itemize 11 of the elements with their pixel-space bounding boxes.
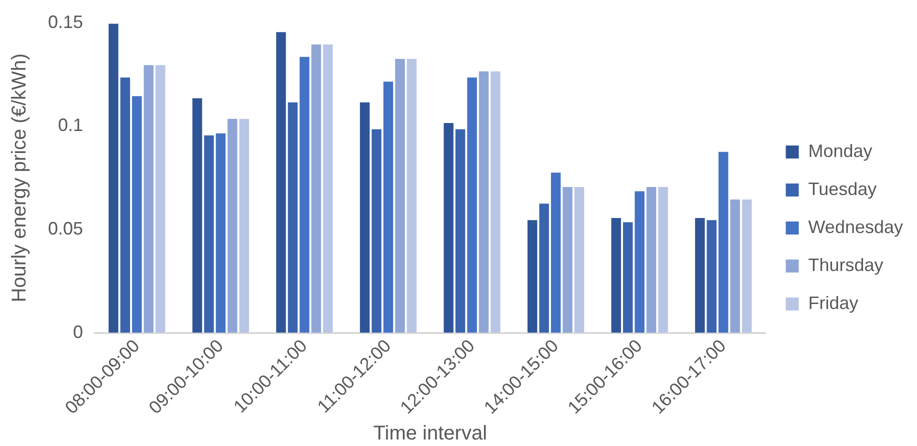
x-axis-title: Time interval [373,422,488,445]
y-tick-label: 0 [73,322,84,342]
legend-label: Thursday [808,254,884,275]
legend-label: Wednesday [808,216,904,237]
y-tick-label: 0.15 [48,12,84,32]
y-tick-label: 0.1 [58,115,84,136]
legend-label: Monday [808,140,872,161]
y-tick-label: 0.05 [48,218,84,238]
y-axis-title: Hourly energy price (€/kWh) [8,53,31,302]
legend-label: Tuesday [808,178,877,199]
legend-label: Friday [808,292,858,313]
